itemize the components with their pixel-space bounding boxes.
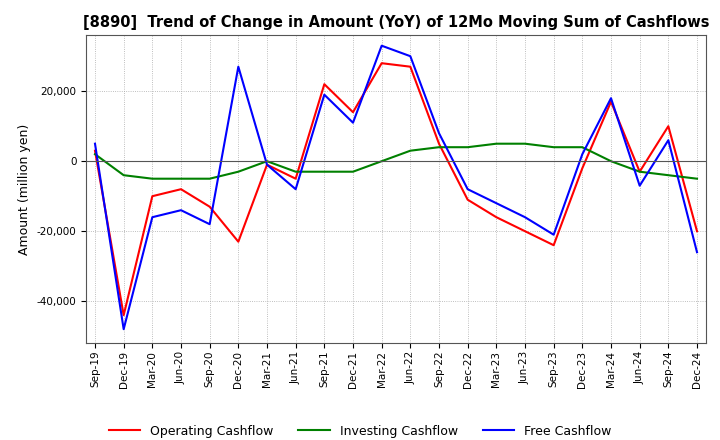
Operating Cashflow [464, 197, 472, 202]
Free Cashflow [635, 183, 644, 188]
Investing Cashflow [377, 158, 386, 164]
Operating Cashflow [607, 99, 616, 104]
Investing Cashflow [91, 151, 99, 157]
Line: Investing Cashflow: Investing Cashflow [95, 144, 697, 179]
Free Cashflow [521, 215, 529, 220]
Operating Cashflow [492, 215, 500, 220]
Investing Cashflow [464, 145, 472, 150]
Legend: Operating Cashflow, Investing Cashflow, Free Cashflow: Operating Cashflow, Investing Cashflow, … [104, 420, 616, 440]
Free Cashflow [406, 54, 415, 59]
Investing Cashflow [292, 169, 300, 174]
Title: [8890]  Trend of Change in Amount (YoY) of 12Mo Moving Sum of Cashflows: [8890] Trend of Change in Amount (YoY) o… [83, 15, 709, 30]
Free Cashflow [549, 232, 558, 237]
Operating Cashflow [664, 124, 672, 129]
Operating Cashflow [205, 204, 214, 209]
Free Cashflow [664, 138, 672, 143]
Operating Cashflow [263, 162, 271, 167]
Investing Cashflow [549, 145, 558, 150]
Free Cashflow [464, 187, 472, 192]
Operating Cashflow [120, 312, 128, 318]
Operating Cashflow [635, 169, 644, 174]
Operating Cashflow [234, 239, 243, 244]
Investing Cashflow [406, 148, 415, 154]
Investing Cashflow [521, 141, 529, 147]
Investing Cashflow [320, 169, 328, 174]
Operating Cashflow [578, 165, 587, 171]
Free Cashflow [693, 249, 701, 255]
Operating Cashflow [292, 176, 300, 181]
Investing Cashflow [664, 172, 672, 178]
Free Cashflow [435, 131, 444, 136]
Operating Cashflow [176, 187, 185, 192]
Line: Operating Cashflow: Operating Cashflow [95, 63, 697, 315]
Line: Free Cashflow: Free Cashflow [95, 46, 697, 329]
Investing Cashflow [635, 169, 644, 174]
Operating Cashflow [693, 228, 701, 234]
Investing Cashflow [148, 176, 157, 181]
Free Cashflow [176, 208, 185, 213]
Investing Cashflow [435, 145, 444, 150]
Operating Cashflow [549, 242, 558, 248]
Investing Cashflow [348, 169, 357, 174]
Investing Cashflow [263, 158, 271, 164]
Free Cashflow [263, 162, 271, 167]
Operating Cashflow [91, 148, 99, 154]
Investing Cashflow [176, 176, 185, 181]
Operating Cashflow [435, 141, 444, 147]
Free Cashflow [492, 201, 500, 206]
Free Cashflow [234, 64, 243, 70]
Operating Cashflow [148, 194, 157, 199]
Free Cashflow [320, 92, 328, 97]
Investing Cashflow [120, 172, 128, 178]
Investing Cashflow [607, 158, 616, 164]
Free Cashflow [148, 215, 157, 220]
Free Cashflow [292, 187, 300, 192]
Operating Cashflow [406, 64, 415, 70]
Free Cashflow [91, 141, 99, 147]
Y-axis label: Amount (million yen): Amount (million yen) [19, 124, 32, 255]
Operating Cashflow [348, 110, 357, 115]
Investing Cashflow [693, 176, 701, 181]
Investing Cashflow [205, 176, 214, 181]
Operating Cashflow [320, 81, 328, 87]
Free Cashflow [377, 43, 386, 48]
Free Cashflow [205, 222, 214, 227]
Operating Cashflow [521, 228, 529, 234]
Free Cashflow [578, 151, 587, 157]
Investing Cashflow [578, 145, 587, 150]
Free Cashflow [348, 120, 357, 125]
Free Cashflow [120, 326, 128, 332]
Investing Cashflow [492, 141, 500, 147]
Investing Cashflow [234, 169, 243, 174]
Operating Cashflow [377, 61, 386, 66]
Free Cashflow [607, 95, 616, 101]
